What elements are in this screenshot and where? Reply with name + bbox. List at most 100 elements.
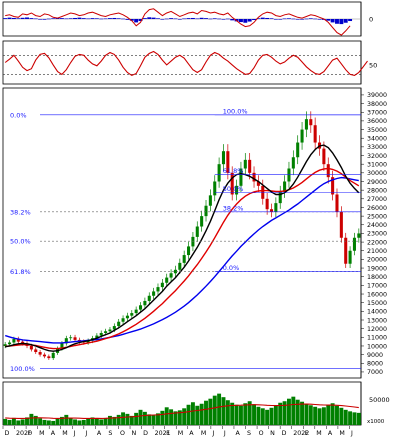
- volume-bar: [212, 395, 217, 425]
- macd-histogram-bar: [42, 19, 47, 20]
- macd-histogram-bar: [138, 19, 143, 22]
- volume-bar: [221, 397, 226, 425]
- macd-histogram-bar: [134, 19, 139, 23]
- price-tick-label: 36000: [367, 118, 387, 125]
- candle-body: [296, 142, 300, 158]
- x-tick-label: M: [62, 430, 67, 437]
- fib-label-right: 38.2%: [223, 204, 244, 212]
- fib-label-left: 100.0%: [10, 365, 35, 373]
- macd-histogram-bar: [20, 17, 25, 19]
- x-tick-label: M: [339, 430, 344, 437]
- macd-histogram-bar: [286, 18, 291, 19]
- volume-bar: [278, 402, 283, 425]
- x-tick-label: S: [108, 430, 112, 437]
- volume-bar: [352, 412, 357, 425]
- price-tick-label: 20000: [367, 257, 387, 264]
- volume-bar: [86, 418, 91, 425]
- volume-bar: [300, 401, 305, 425]
- macd-histogram-bar: [11, 17, 16, 19]
- candle-body: [278, 191, 282, 204]
- candle-body: [348, 250, 352, 264]
- candle-body: [243, 159, 247, 169]
- candle-body: [125, 315, 129, 319]
- volume-bar: [94, 418, 99, 425]
- macd-histogram-bar: [199, 17, 204, 19]
- rsi-tick-label: 50: [369, 61, 377, 69]
- volume-bar: [291, 396, 296, 425]
- volume-bar: [42, 419, 47, 425]
- volume-bar: [190, 402, 195, 425]
- price-tick-label: 35000: [367, 127, 387, 134]
- volume-bar: [295, 399, 300, 425]
- volume-bar: [308, 405, 313, 425]
- candle-body: [283, 181, 287, 192]
- candle-body: [60, 343, 64, 349]
- volume-bar: [335, 405, 339, 425]
- fibonacci-levels: 0.0% 38.2% 50.0% 61.8% 100.0% 100.0% 61.8% 50.0…: [10, 107, 361, 373]
- fib-label-right: 0.0%: [223, 264, 240, 272]
- volume-bar: [138, 409, 143, 425]
- candle-body: [300, 129, 304, 143]
- macd-histogram-bar: [204, 18, 208, 19]
- candle-body: [191, 236, 195, 247]
- candle-body: [51, 352, 55, 359]
- volume-bar: [217, 393, 222, 425]
- volume-bar: [343, 409, 348, 425]
- macd-histogram-bar: [308, 18, 313, 19]
- candle-body: [304, 119, 308, 130]
- x-tick-label: M: [39, 430, 44, 437]
- macd-histogram-bar: [313, 18, 318, 20]
- x-tick-label: M: [201, 430, 206, 437]
- volume-panel: 50000 x1000: [3, 393, 390, 425]
- candle-body: [104, 331, 108, 333]
- price-tick-label: 34000: [367, 136, 387, 143]
- volume-bar: [59, 416, 64, 425]
- x-tick-label: J: [211, 430, 214, 437]
- fib-label-left: 0.0%: [10, 111, 27, 119]
- macd-histogram-bar: [252, 19, 257, 21]
- volume-bar: [356, 412, 361, 425]
- macd-histogram-bar: [256, 18, 261, 19]
- x-tick-label: A: [51, 430, 56, 437]
- macd-histogram-bar: [304, 18, 309, 20]
- candle-body: [134, 309, 138, 314]
- price-tick-label: 9000: [367, 352, 383, 359]
- price-tick-label: 7000: [367, 369, 383, 376]
- volume-bar: [125, 413, 130, 425]
- price-tick-label: 39000: [367, 92, 387, 99]
- volume-bar: [103, 417, 108, 425]
- volume-bar: [282, 401, 287, 425]
- macd-histogram-bar: [217, 18, 222, 20]
- macd-histogram-bar: [160, 19, 165, 20]
- volume-bar: [151, 415, 156, 425]
- price-tick-label: 10000: [367, 343, 387, 350]
- candle-body: [178, 262, 182, 270]
- x-tick-label: M: [178, 430, 183, 437]
- volume-bar: [73, 419, 78, 425]
- candle-body: [309, 119, 313, 126]
- candle-body: [121, 318, 125, 322]
- volume-bar: [317, 408, 322, 425]
- volume-bar: [81, 419, 86, 425]
- candle-body: [239, 168, 243, 186]
- volume-bar: [177, 410, 182, 425]
- price-tick-label: 18000: [367, 274, 387, 281]
- price-tick-label: 28000: [367, 187, 387, 194]
- macd-histogram-bar: [46, 18, 51, 20]
- volume-bar: [186, 404, 191, 425]
- candle-body: [339, 211, 343, 238]
- price-tick-label: 11000: [367, 335, 387, 342]
- volume-bar: [164, 407, 169, 425]
- price-tick-label: 29000: [367, 179, 387, 186]
- price-panel: [3, 111, 361, 360]
- price-tick-label: 13000: [367, 317, 387, 324]
- price-tick-label: 33000: [367, 144, 387, 151]
- volume-bar: [339, 407, 344, 425]
- macd-histogram-bar: [121, 18, 126, 20]
- candle-body: [221, 151, 226, 165]
- candle-body: [160, 282, 164, 288]
- macd-histogram-bar: [25, 17, 29, 19]
- x-tick-label: D: [143, 430, 148, 437]
- macd-histogram-bar: [177, 19, 182, 20]
